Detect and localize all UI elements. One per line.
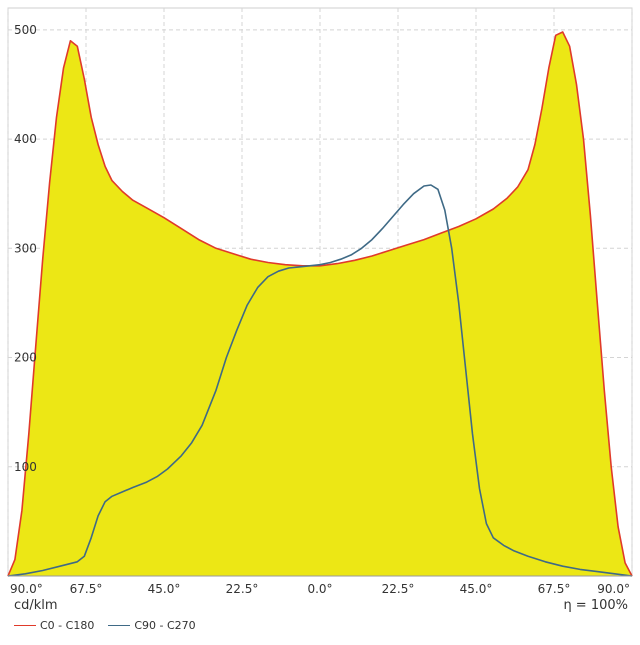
series-area-0 xyxy=(8,32,632,576)
y-tick-label: 300 xyxy=(14,241,37,255)
y-tick-label: 100 xyxy=(14,460,37,474)
legend: C0 - C180 C90 - C270 xyxy=(14,619,196,632)
x-tick-label: 90.0° xyxy=(597,582,630,596)
y-tick-label: 400 xyxy=(14,132,37,146)
x-tick-label: 22.5° xyxy=(226,582,259,596)
y-tick-label: 500 xyxy=(14,23,37,37)
legend-item-c0-c180: C0 - C180 xyxy=(14,619,94,632)
series-line-0 xyxy=(7,31,633,577)
axis-layer: 100 200 300 400 500 90.0° 67.5° 45.0° 22.5° 0.0° 2… xyxy=(8,23,632,596)
x-tick-label: 22.5° xyxy=(382,582,415,596)
x-tick-label: 67.5° xyxy=(70,582,103,596)
x-tick-label: 0.0° xyxy=(307,582,332,596)
x-tick-label: 90.0° xyxy=(10,582,43,596)
y-tick-label: 200 xyxy=(14,351,37,365)
x-tick-label: 67.5° xyxy=(538,582,571,596)
y-axis-unit-label: cd/klm xyxy=(14,598,58,613)
efficiency-label: η = 100% xyxy=(563,598,628,613)
series-line-1 xyxy=(7,184,633,577)
legend-label-c0-c180: C0 - C180 xyxy=(40,619,95,632)
x-tick-label: 45.0° xyxy=(148,582,181,596)
x-tick-label: 45.0° xyxy=(460,582,493,596)
legend-item-c90-c270: C90 - C270 xyxy=(108,619,196,632)
legend-label-c90-c270: C90 - C270 xyxy=(134,619,196,632)
series-layer xyxy=(7,31,633,577)
legend-swatch-c0-c180 xyxy=(14,625,36,626)
legend-swatch-c90-c270 xyxy=(108,625,131,626)
